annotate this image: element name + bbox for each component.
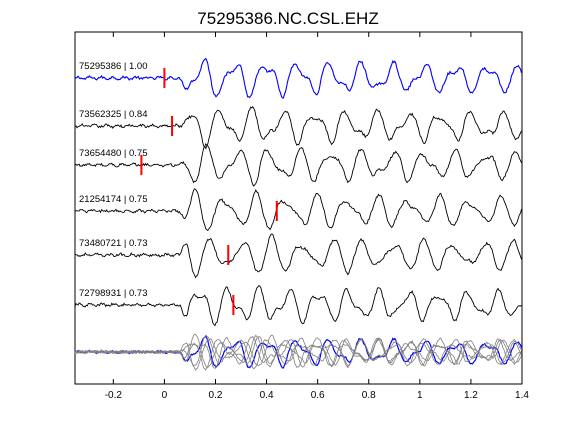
chart-title: 75295386.NC.CSL.EHZ (197, 9, 378, 28)
traces-layer: 75295386 | 1.00 73562325 | 0.84 73654480 |… (74, 57, 523, 327)
trace-label-73562325: 73562325 | 0.84 (79, 109, 148, 120)
trace-label-72798931: 72798931 | 0.73 (79, 288, 148, 299)
trace-line-75295386 (74, 57, 523, 99)
x-tick-label: 1 (417, 390, 423, 401)
trace-label-73480721: 73480721 | 0.73 (79, 238, 148, 249)
trace-line-72798931 (74, 285, 522, 327)
x-tick-label: 0.6 (311, 390, 325, 401)
trace-label-21254174: 21254174 | 0.75 (79, 194, 148, 205)
x-tick-label: 1.4 (515, 390, 529, 401)
stack-line-72798931 (74, 336, 522, 370)
stack-overlay (74, 333, 523, 371)
trace-label-75295386: 75295386 | 1.00 (79, 61, 148, 72)
x-tick-label: 1.2 (464, 390, 478, 401)
x-tick-label: 0.8 (362, 390, 376, 401)
trace-label-73654480: 73654480 | 0.75 (79, 148, 148, 159)
trace-line-73480721 (74, 233, 522, 279)
x-axis: -0.2 0 0.2 0.4 0.6 0.8 1 1.2 1.4 (105, 32, 529, 401)
trace-line-21254174 (74, 188, 522, 232)
trace-line-73654480 (74, 142, 522, 187)
x-tick-label: 0 (162, 390, 168, 401)
stack-line-73480721 (74, 334, 522, 371)
x-tick-label: 0.2 (209, 390, 223, 401)
plot-axes-frame (74, 31, 523, 385)
x-tick-label: -0.2 (105, 390, 123, 401)
x-tick-label: 0.4 (260, 390, 274, 401)
trace-line-73562325 (74, 105, 522, 150)
